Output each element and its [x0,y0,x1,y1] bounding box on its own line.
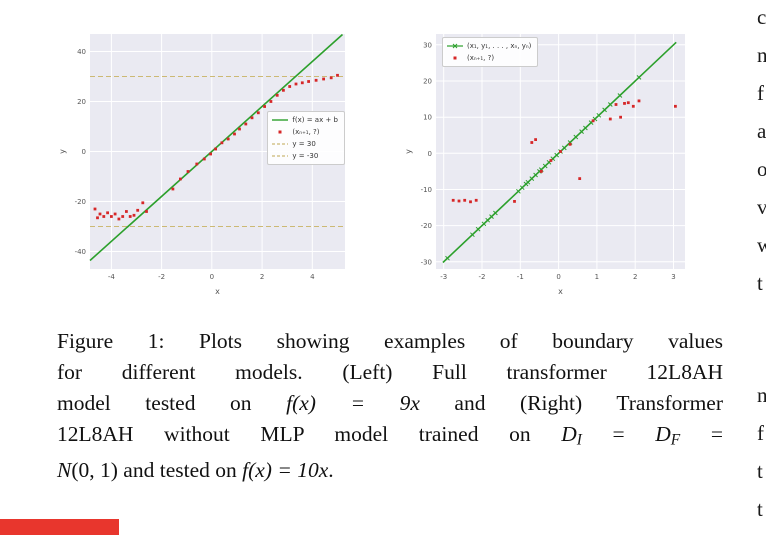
legend-entry: y = -30 [272,150,338,162]
svg-text:4: 4 [310,273,315,281]
svg-text:-3: -3 [440,273,447,281]
column-edge-letter: n [757,383,766,407]
caption-text: Figure 1: Plots showing examples of boun… [57,329,723,353]
legend-label: (x₁, y₁, . . . , xₙ, yₙ) [467,42,532,50]
column-edge-letter: f [757,81,764,105]
column-edge-letter: o [757,157,766,181]
caption-line: N(0, 1) and tested on f(x) = 10x. [57,455,723,486]
svg-text:0: 0 [556,273,560,281]
legend-entry: (xₙ₊₁, ?) [272,126,338,138]
y-axis-label: y [58,149,67,154]
red-banner [0,519,119,535]
caption-line: 12L8AH without MLP model trained on DI =… [57,419,723,455]
svg-text:-2: -2 [479,273,486,281]
column-edge-letter: f [757,421,764,445]
svg-text:2: 2 [633,273,637,281]
legend-entry: (xₙ₊₁, ?) [447,52,531,64]
legend-swatch-dash [272,140,289,148]
column-edge-letter: t [757,459,763,483]
column-edge-letter: t [757,497,763,521]
legend-swatch-line [272,116,289,124]
legend-label: f(x) = ax + b [292,116,338,125]
legend-label: (xₙ₊₁, ?) [467,54,495,62]
legend-label: (xₙ₊₁, ?) [292,128,320,137]
gridlines [436,34,685,269]
caption-math-sub: I [576,431,582,449]
svg-text:-10: -10 [421,186,432,194]
y-axis-label: y [404,149,413,154]
column-edge-letter: a [757,119,766,143]
caption-text: and tested on [117,458,243,483]
query-points [451,99,677,204]
column-edge-letter: v [757,195,766,219]
caption-line: model tested on f(x) = 9x and (Right) Tr… [57,388,723,419]
column-edge-letter: c [757,5,766,29]
figure-caption: Figure 1: Plots showing examples of boun… [57,326,723,486]
svg-text:0: 0 [210,273,214,281]
svg-text:-20: -20 [75,198,86,206]
x-axis-label: x [215,287,220,296]
svg-text:20: 20 [77,98,86,106]
svg-text:20: 20 [423,78,432,86]
caption-text: for different models. (Left) Full transf… [57,360,723,384]
x-axis-label: x [558,287,563,296]
right-plot: -3 -2 -1 0 1 2 3 -30 -20 -10 0 10 20 30 x y (x₁, y₁, . .… [404,28,690,296]
caption-math-sub: F [670,431,681,449]
column-edge-letter: n [757,43,766,67]
caption-math: D [655,422,671,446]
svg-text:10: 10 [423,114,432,122]
caption-math: f(x) = 9x [286,391,420,415]
caption-line: Figure 1: Plots showing examples of boun… [57,326,723,357]
legend-swatch-dash [272,152,289,160]
legend-swatch-square [272,128,288,136]
legend-entry: f(x) = ax + b [272,114,338,126]
svg-text:1: 1 [595,273,599,281]
caption-text: . [328,458,334,483]
caption-text: model tested on [57,391,287,415]
caption-line: for different models. (Left) Full transf… [57,357,723,388]
legend-swatch-line-x [447,42,463,50]
column-edge-letter: t [757,271,763,295]
svg-text:2: 2 [260,273,264,281]
legend-entry: y = 30 [272,138,338,150]
caption-text: and (Right) Transformer [419,391,724,415]
svg-text:-30: -30 [421,258,432,266]
svg-text:0: 0 [82,148,86,156]
caption-math: D [561,422,577,446]
caption-text: = [680,422,723,446]
legend: (x₁, y₁, . . . , xₙ, yₙ) (xₙ₊₁, ?) [442,37,539,67]
caption-text: = [581,422,656,446]
caption-text: 12L8AH without MLP model trained on [57,422,562,446]
legend-swatch-square [447,54,463,62]
svg-text:-40: -40 [75,248,86,256]
legend: f(x) = ax + b (xₙ₊₁, ?) y = 30 y = -30 [267,111,345,166]
left-plot: -4 -2 0 2 4 -40 -20 0 20 40 x y f(x) = ax + b (xₙ₊₁, … [58,28,350,296]
svg-text:40: 40 [77,48,86,56]
svg-text:30: 30 [423,41,432,49]
svg-text:3: 3 [671,273,675,281]
query-points [93,73,339,221]
svg-text:-20: -20 [421,222,432,230]
legend-label: y = -30 [292,152,319,161]
svg-text:-2: -2 [158,273,165,281]
caption-math: N [57,458,72,483]
legend-entry: (x₁, y₁, . . . , xₙ, yₙ) [447,40,531,52]
column-edge-letter: w [757,233,766,257]
caption-text: (0, 1) [71,458,118,483]
model-line [89,33,344,262]
svg-text:-1: -1 [517,273,524,281]
legend-label: y = 30 [292,140,316,149]
caption-math: f(x) = 10x [242,458,329,483]
svg-text:-4: -4 [108,273,116,281]
svg-text:0: 0 [428,150,432,158]
